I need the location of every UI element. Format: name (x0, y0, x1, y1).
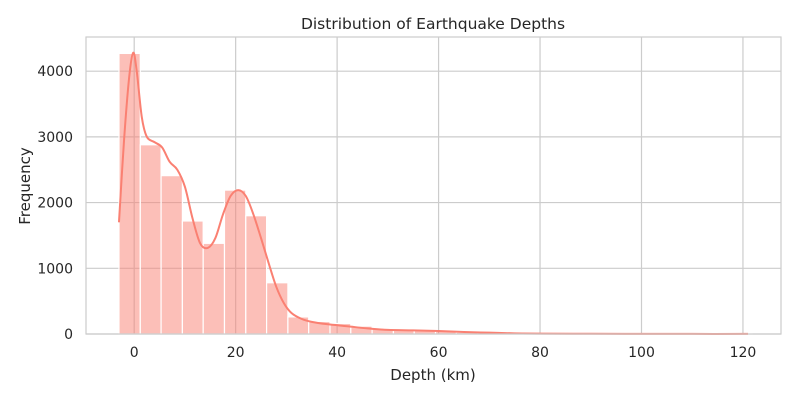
histogram-bar (245, 215, 268, 335)
x-tick-label: 100 (628, 345, 655, 361)
histogram-bar (181, 220, 204, 335)
y-tick-labels: 0 1000 2000 3000 4000 (37, 64, 73, 343)
y-tick-label: 4000 (37, 64, 73, 80)
histogram-bar (160, 175, 183, 335)
x-axis-label: Depth (km) (390, 366, 475, 384)
y-axis-label: Frequency (16, 147, 34, 225)
x-tick-label: 120 (730, 345, 757, 361)
y-tick-label: 0 (64, 327, 73, 343)
histogram-bar (202, 242, 226, 335)
histogram-bars (118, 52, 753, 335)
x-tick-label: 60 (430, 345, 448, 361)
histogram-bar (223, 189, 247, 335)
kde-curve (117, 51, 749, 335)
y-tick-label: 3000 (37, 130, 73, 146)
x-tick-labels: 0 20 40 60 80 100 120 (130, 345, 757, 361)
histogram-bar (139, 144, 162, 335)
x-tick-label: 0 (130, 345, 139, 361)
x-tick-label: 80 (531, 345, 549, 361)
plot-frame (85, 36, 782, 335)
x-tick-label: 40 (328, 345, 346, 361)
histogram-bar (118, 52, 141, 335)
y-tick-label: 2000 (37, 196, 73, 212)
x-tick-label: 20 (227, 345, 245, 361)
chart-title: Distribution of Earthquake Depths (301, 15, 565, 33)
y-tick-label: 1000 (37, 261, 73, 277)
